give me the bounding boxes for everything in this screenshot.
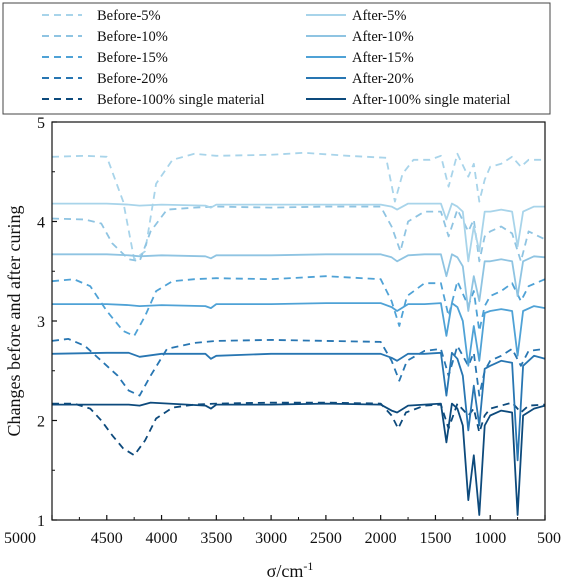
x-tick-label: 4500 — [91, 530, 123, 547]
legend-label: Before-15% — [97, 50, 168, 66]
y-tick-label: 1 — [37, 513, 45, 530]
series-line-7 — [52, 253, 546, 312]
series-line-6 — [52, 202, 545, 263]
x-tick-label: 2500 — [310, 530, 342, 547]
series-line-10 — [52, 401, 546, 516]
legend-label: Before-10% — [97, 29, 168, 45]
series-line-9 — [51, 351, 546, 462]
y-axis-title: Changes before and after curing — [4, 206, 24, 437]
legend-label: Before-20% — [97, 71, 168, 87]
x-tick-label: 4000 — [146, 530, 178, 547]
series-line-4 — [51, 337, 546, 397]
series-line-8 — [52, 302, 546, 367]
plot-frame — [51, 121, 546, 521]
series-line-3 — [51, 275, 546, 337]
plot-lines — [51, 151, 546, 516]
x-tick-label: 500 — [537, 530, 561, 547]
legend-frame — [2, 2, 551, 115]
legend-label: Before-5% — [97, 8, 161, 24]
x-tick-label: 1000 — [474, 530, 506, 547]
legend-label: After-15% — [352, 50, 414, 66]
y-tick-label: 2 — [37, 414, 45, 431]
series-line-1 — [51, 151, 545, 261]
legend-label: After-5% — [352, 8, 406, 24]
y-tick-label: 5 — [37, 115, 45, 132]
legend: Before-5% Before-10% Before-15% Before-20% B… — [2, 2, 551, 115]
x-axis-title: σ/cm-1 — [267, 559, 314, 581]
x-tick-label: 2000 — [365, 530, 397, 547]
axes: 5000 4500 4000 3500 3000 2500 2000 1500 1000 500 1… — [4, 115, 561, 547]
legend-label: After-100% single material — [352, 92, 510, 108]
legend-label: After-10% — [352, 29, 414, 45]
x-tick-label: 1500 — [419, 530, 451, 547]
y-tick-label: 4 — [37, 215, 45, 232]
x-tick-label: 5000 — [4, 530, 36, 547]
series-line-5 — [52, 401, 546, 457]
series-line-2 — [51, 205, 546, 263]
x-tick-label: 3500 — [200, 530, 232, 547]
x-tick-label: 3000 — [255, 530, 287, 547]
legend-label: Before-100% single material — [97, 92, 265, 108]
y-tick-label: 3 — [37, 314, 45, 331]
legend-label: After-20% — [352, 71, 414, 87]
